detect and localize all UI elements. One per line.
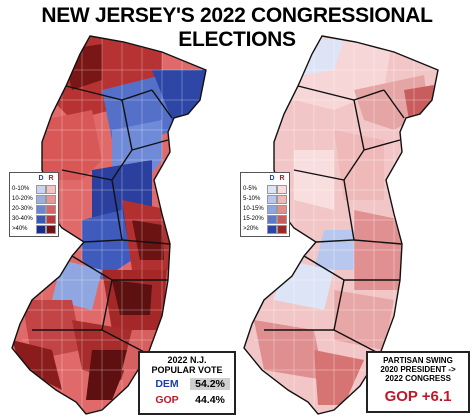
legend-rep-swatch [277, 214, 287, 224]
swing-value: GOP +6.1 [384, 388, 452, 405]
legend-row-label: 10-20% [12, 196, 33, 202]
legend-rep-swatch [277, 204, 287, 214]
legend-rep-swatch [277, 184, 287, 194]
margin-legend: D R 0-10% 10-20% 20-30% 30-40% >40% [9, 172, 59, 237]
legend-dem-header: D [269, 175, 275, 182]
legend-rep-swatch [277, 194, 287, 204]
popular-vote-heading-line2: POPULAR VOTE [151, 365, 223, 375]
legend-dem-swatch [36, 184, 46, 194]
legend-row-label: >40% [12, 226, 28, 232]
page-title: NEW JERSEY'S 2022 CONGRESSIONAL ELECTION… [41, 4, 433, 51]
legend-dem-swatch [36, 194, 46, 204]
legend-dem-swatch [267, 214, 277, 224]
legend-dem-swatch [267, 184, 277, 194]
legend-dem-swatch [36, 224, 46, 234]
legend-row: 0-5% [243, 184, 287, 194]
dem-vote-row: DEM 54.2% [144, 377, 230, 391]
legend-dem-header: D [38, 175, 44, 182]
popular-vote-heading-line1: 2022 N.J. [167, 355, 207, 365]
legend-row-label: 20-30% [12, 206, 33, 212]
legend-row: 0-10% [12, 184, 56, 194]
legend-dem-swatch [36, 214, 46, 224]
swing-legend: D R 0-5% 5-10% 10-15% 15-20% >20% [240, 172, 290, 237]
legend-row-label: 5-10% [243, 196, 261, 202]
legend-rep-swatch [46, 204, 56, 214]
legend-rep-swatch [46, 214, 56, 224]
legend-row-label: 0-10% [12, 186, 30, 192]
dem-label: DEM [155, 378, 179, 390]
partisan-swing-box: PARTISAN SWING 2020 PRESIDENT -> 2022 CO… [366, 351, 470, 413]
legend-row: 10-15% [243, 204, 287, 214]
legend-rep-swatch [46, 194, 56, 204]
gop-pct: 44.4% [195, 394, 225, 406]
legend-row: 5-10% [243, 194, 287, 204]
legend-row: 20-30% [12, 204, 56, 214]
legend-rep-header: R [48, 175, 54, 182]
legend-dem-swatch [36, 204, 46, 214]
gop-vote-row: GOP 44.4% [144, 393, 230, 407]
gop-label: GOP [155, 394, 179, 406]
legend-dem-swatch [267, 224, 277, 234]
swing-heading-line1: PARTISAN SWING [383, 356, 453, 365]
dem-pct: 54.2% [190, 378, 230, 390]
legend-dem-swatch [267, 194, 277, 204]
legend-row-label: >20% [243, 226, 259, 232]
legend-row-label: 30-40% [12, 216, 33, 222]
swing-heading-line3: 2022 CONGRESS [385, 374, 451, 383]
legend-row: 15-20% [243, 214, 287, 224]
swing-heading-line2: 2020 PRESIDENT -> [380, 365, 456, 374]
legend-row-label: 10-15% [243, 206, 264, 212]
legend-rep-swatch [46, 224, 56, 234]
legend-row: 10-20% [12, 194, 56, 204]
legend-row: >20% [243, 224, 287, 234]
legend-rep-swatch [277, 224, 287, 234]
legend-row: 30-40% [12, 214, 56, 224]
legend-row-label: 15-20% [243, 216, 264, 222]
popular-vote-box: 2022 N.J. POPULAR VOTE DEM 54.2% GOP 44.… [138, 351, 236, 415]
legend-row: >40% [12, 224, 56, 234]
legend-row-label: 0-5% [243, 186, 258, 192]
legend-dem-swatch [267, 204, 277, 214]
legend-rep-swatch [46, 184, 56, 194]
legend-rep-header: R [279, 175, 285, 182]
